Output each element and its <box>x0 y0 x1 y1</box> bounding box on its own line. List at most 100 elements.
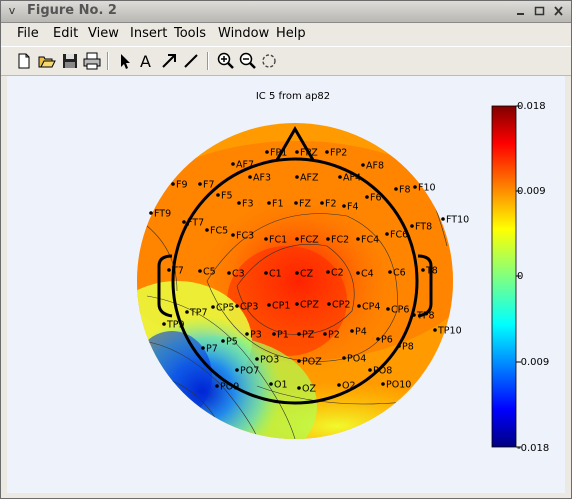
electrode-marker <box>421 268 425 272</box>
toolbar: A <box>1 46 571 76</box>
electrode-marker <box>227 271 231 275</box>
electrode-marker <box>295 150 299 154</box>
electrode-marker <box>326 270 330 274</box>
electrode-marker <box>357 304 361 308</box>
electrode-label: OZ <box>302 384 316 395</box>
toolbar-separator <box>107 52 109 70</box>
electrode-marker <box>235 368 239 372</box>
electrode-marker <box>388 270 392 274</box>
electrode-label: T8 <box>425 266 438 277</box>
electrode-label: C1 <box>269 269 282 280</box>
plot-title: IC 5 from ap82 <box>256 91 330 102</box>
open-file-icon[interactable] <box>37 51 57 71</box>
colorbar-ticks: 0.018 0.009 0 -0.009 -0.018 <box>516 101 549 454</box>
electrode-cp5: CP5 <box>211 303 234 314</box>
electrode-label: FCZ <box>300 235 319 246</box>
electrode-marker <box>264 237 268 241</box>
electrode-marker <box>342 204 346 208</box>
electrode-label: AF8 <box>366 161 384 172</box>
electrode-p5: P5 <box>221 337 238 348</box>
colorbar-tick-label: 0.009 <box>517 186 546 197</box>
electrode-t8: T8 <box>421 266 438 277</box>
electrode-label: C3 <box>232 269 245 280</box>
electrode-f3: F3 <box>237 199 254 210</box>
electrode-marker <box>269 382 273 386</box>
electrode-label: P7 <box>206 344 218 355</box>
electrode-label: F4 <box>347 202 359 213</box>
electrode-p2: P2 <box>323 330 340 341</box>
electrode-marker <box>265 150 269 154</box>
electrode-marker <box>297 359 301 363</box>
electrode-label: FP1 <box>270 148 287 159</box>
electrode-label: FC4 <box>361 235 379 246</box>
window-title: Figure No. 2 <box>27 3 117 18</box>
electrode-label: P1 <box>277 330 289 341</box>
insert-arrow-icon[interactable] <box>159 51 179 71</box>
electrode-f6: F6 <box>365 193 382 204</box>
electrode-c5: C5 <box>198 267 216 278</box>
electrode-f5: F5 <box>216 191 233 202</box>
menu-file[interactable]: File <box>17 26 39 41</box>
menu-tools[interactable]: Tools <box>174 26 207 41</box>
print-icon[interactable] <box>82 51 102 71</box>
window-menu-icon[interactable]: v <box>8 4 16 17</box>
insert-line-icon[interactable] <box>181 51 201 71</box>
electrode-oz: OZ <box>297 384 316 395</box>
electrode-fp1: FP1 <box>265 148 287 159</box>
menu-help[interactable]: Help <box>276 26 306 41</box>
electrode-p6: P6 <box>376 335 393 346</box>
electrode-label: C6 <box>393 268 406 279</box>
maximize-icon[interactable] <box>532 4 547 18</box>
rotate-icon[interactable] <box>259 51 279 71</box>
toolbar-separator <box>207 52 209 70</box>
electrode-label: P6 <box>381 335 393 346</box>
electrode-label: P3 <box>250 330 262 341</box>
select-arrow-icon[interactable] <box>115 51 135 71</box>
zoom-in-icon[interactable] <box>215 51 235 71</box>
electrode-label: CP2 <box>332 300 350 311</box>
electrode-fc6: FC6 <box>385 230 408 241</box>
title-bar[interactable]: v Figure No. 2 <box>1 1 571 23</box>
menu-insert[interactable]: Insert <box>130 26 168 41</box>
electrode-af3: AF3 <box>248 173 271 184</box>
electrode-label: TP9 <box>166 320 185 331</box>
electrode-marker <box>201 346 205 350</box>
colorbar-tick-label: 0 <box>517 271 523 282</box>
minimize-icon[interactable] <box>513 4 528 18</box>
colorbar-tick-label: 0.018 <box>517 101 546 112</box>
electrode-label: CP6 <box>391 305 409 316</box>
menu-window[interactable]: Window <box>218 26 270 41</box>
topoplot-svg: IC 5 from ap82 <box>137 91 549 454</box>
electrode-label: F9 <box>176 180 188 191</box>
electrode-marker <box>368 368 372 372</box>
electrode-cp4: CP4 <box>357 302 380 313</box>
close-icon[interactable] <box>551 4 566 18</box>
electrode-p1: P1 <box>272 330 289 341</box>
electrode-label: PZ <box>302 330 315 341</box>
electrode-label: FC1 <box>269 235 287 246</box>
electrode-marker <box>356 237 360 241</box>
electrode-label: PO10 <box>386 380 411 391</box>
electrode-label: F5 <box>221 191 233 202</box>
menu-edit[interactable]: Edit <box>53 26 79 41</box>
electrode-marker <box>412 313 416 317</box>
electrode-label: T7 <box>171 266 184 277</box>
electrode-marker <box>215 384 219 388</box>
electrode-label: F7 <box>203 180 215 191</box>
electrode-marker <box>294 201 298 205</box>
electrode-marker <box>149 211 153 215</box>
zoom-out-icon[interactable] <box>237 51 257 71</box>
electrode-label: FT7 <box>187 218 204 229</box>
insert-text-icon[interactable]: A <box>137 51 157 71</box>
electrode-t7: T7 <box>167 266 184 277</box>
menu-view[interactable]: View <box>88 26 119 41</box>
electrode-label: CP5 <box>216 303 234 314</box>
electrode-marker <box>385 232 389 236</box>
electrode-marker <box>221 339 225 343</box>
new-figure-icon[interactable] <box>14 51 34 71</box>
electrode-label: FC6 <box>390 230 408 241</box>
electrode-label: O1 <box>274 380 288 391</box>
electrode-marker <box>237 201 241 205</box>
save-icon[interactable] <box>60 51 80 71</box>
electrode-marker <box>211 305 215 309</box>
